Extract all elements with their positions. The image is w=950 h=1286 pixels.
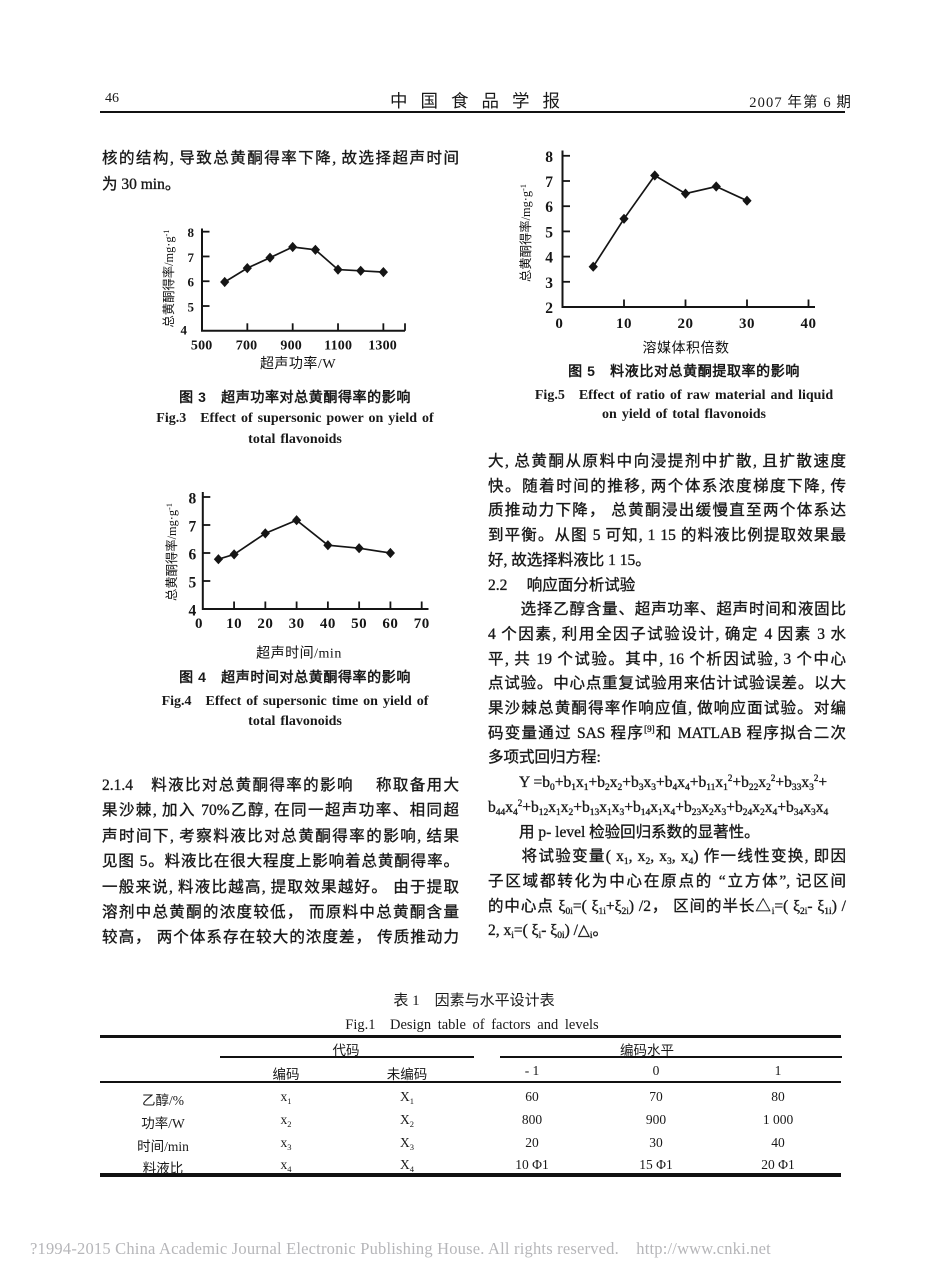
svg-text:总黄酮得率/mg·g-1: 总黄酮得率/mg·g-1 [164,503,179,601]
svg-text:0: 0 [195,616,203,632]
svg-text:5: 5 [188,300,195,315]
svg-text:总黄酮得率/mg·g-1: 总黄酮得率/mg·g-1 [161,230,176,328]
svg-text:超声时间/min: 超声时间/min [256,646,342,662]
svg-text:70: 70 [414,616,430,632]
svg-text:10: 10 [616,316,632,332]
svg-text:3: 3 [545,275,553,292]
svg-text:60: 60 [382,616,398,632]
svg-text:10: 10 [226,616,242,632]
svg-text:5: 5 [189,575,197,592]
svg-text:6: 6 [188,275,195,290]
svg-text:2: 2 [545,300,553,317]
svg-text:溶媒体积倍数: 溶媒体积倍数 [643,341,730,357]
svg-text:1100: 1100 [324,339,352,354]
svg-text:6: 6 [545,199,553,216]
svg-text:7: 7 [545,174,553,191]
svg-text:7: 7 [189,519,197,536]
svg-text:4: 4 [545,250,553,267]
svg-text:4: 4 [181,323,188,338]
svg-text:8: 8 [545,149,553,166]
svg-text:900: 900 [280,339,302,354]
svg-text:20: 20 [257,616,273,632]
svg-text:5: 5 [545,224,553,241]
svg-text:0: 0 [555,316,563,332]
svg-text:30: 30 [739,316,755,332]
svg-text:4: 4 [189,603,197,620]
svg-text:40: 40 [320,616,336,632]
svg-text:超声功率/W: 超声功率/W [260,355,336,372]
svg-text:7: 7 [188,250,195,265]
svg-text:总黄酮得率/mg·g-1: 总黄酮得率/mg·g-1 [518,184,533,282]
svg-text:8: 8 [188,225,195,240]
svg-text:700: 700 [236,339,258,354]
svg-text:8: 8 [189,491,197,508]
svg-text:500: 500 [191,339,213,354]
svg-text:50: 50 [351,616,367,632]
svg-text:6: 6 [189,547,197,564]
svg-text:20: 20 [678,316,694,332]
svg-text:40: 40 [801,316,817,332]
svg-text:30: 30 [289,616,305,632]
svg-text:1300: 1300 [368,339,397,354]
